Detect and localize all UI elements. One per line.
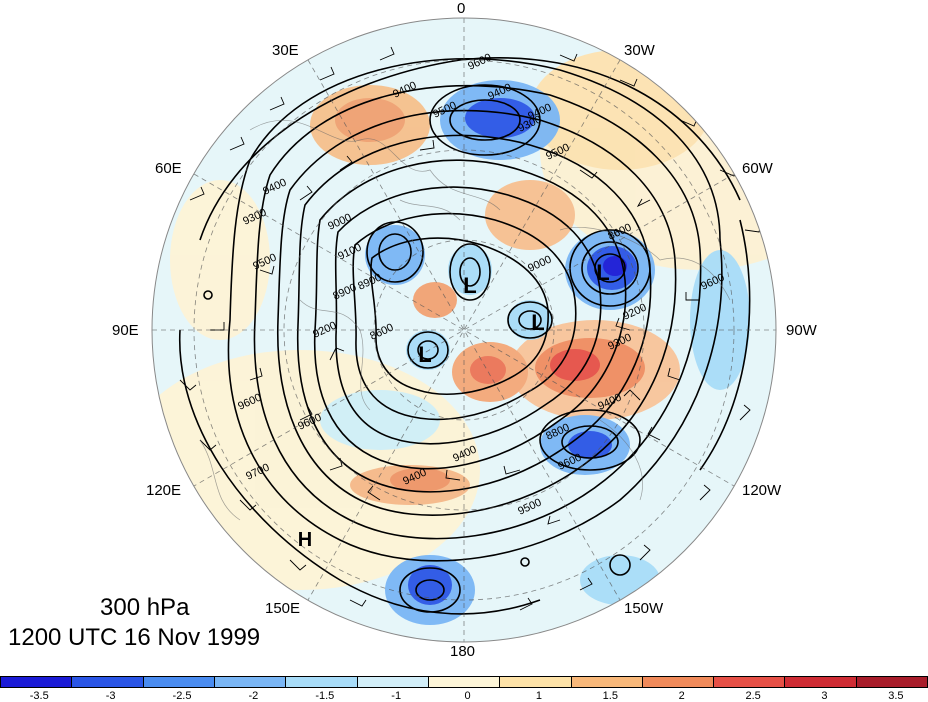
colorbar-tick-label: 3 [821,690,828,702]
colorbar-cell [143,677,215,687]
lon-label-90e: 90E [112,322,139,339]
graticule [152,18,776,642]
colorbar-cell [571,677,643,687]
colorbar-tick-label: -1 [391,690,402,702]
lon-label-150e: 150E [265,600,301,617]
colorbar-cell [357,677,429,687]
low-pressure-center: L [531,310,544,335]
polar-stereographic-map: 9600950094009400930090009500950094009300… [151,17,777,643]
lon-label-30w: 30W [624,42,655,59]
coastlines [199,119,731,521]
lon-label-150w: 150W [624,600,664,617]
colorbar [0,676,928,688]
colorbar-tick-label: -2.5 [172,690,192,702]
colorbar-tick-label: -1.5 [315,690,335,702]
colorbar-tick-label: 1.5 [602,690,618,702]
lon-label-90w: 90W [786,322,817,339]
colorbar-cell [286,677,358,687]
lon-label-180: 180 [450,643,476,660]
colorbar-cell [428,677,501,687]
lon-label-0: 0 [457,0,466,17]
low-pressure-center: L [418,342,431,367]
colorbar-cell [642,677,715,687]
colorbar-tick-label: -2 [248,690,259,702]
colorbar-tick-label: 2.5 [745,690,761,702]
colorbar-tick-label: -3.5 [29,690,49,702]
colorbar-tick-label: 1 [535,690,543,702]
lon-label-120e: 120E [146,482,182,499]
lon-label-120w: 120W [742,482,782,499]
colorbar-cell [714,677,786,687]
low-pressure-center: L [463,273,476,298]
colorbar-cell [785,677,857,687]
colorbar-tick-label: -3 [105,690,116,702]
colorbar-cell [214,677,287,687]
map-boundary [151,17,777,643]
valid-time-caption: 1200 UTC 16 Nov 1999 [8,624,261,651]
lon-label-60e: 60E [155,160,182,177]
low-pressure-center: L [596,260,609,285]
colorbar-cell [1,677,73,687]
pressure-level-caption: 300 hPa [100,594,190,621]
lon-label-30e: 30E [272,42,299,59]
colorbar-cell [500,677,572,687]
colorbar-tick-label: 3.5 [888,690,904,702]
high-pressure-center: H [298,529,312,551]
colorbar-cell [72,677,144,687]
pressure-centers: L L L L H [298,260,610,551]
wind-barbs [179,46,762,611]
colorbar-cell [856,677,928,687]
lon-label-60w: 60W [742,160,773,177]
colorbar-tick-label: 0 [464,690,471,702]
colorbar-tick-label: 2 [678,690,685,702]
height-contours [178,57,751,615]
